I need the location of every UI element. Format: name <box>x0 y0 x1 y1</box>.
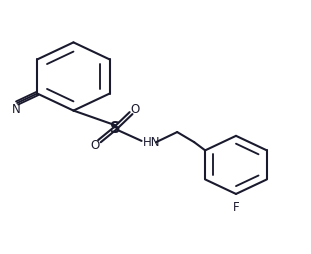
Text: HN: HN <box>143 136 160 149</box>
Text: S: S <box>110 121 120 136</box>
Text: F: F <box>233 201 239 214</box>
Text: N: N <box>12 103 20 116</box>
Text: O: O <box>90 139 99 152</box>
Text: O: O <box>131 103 140 116</box>
